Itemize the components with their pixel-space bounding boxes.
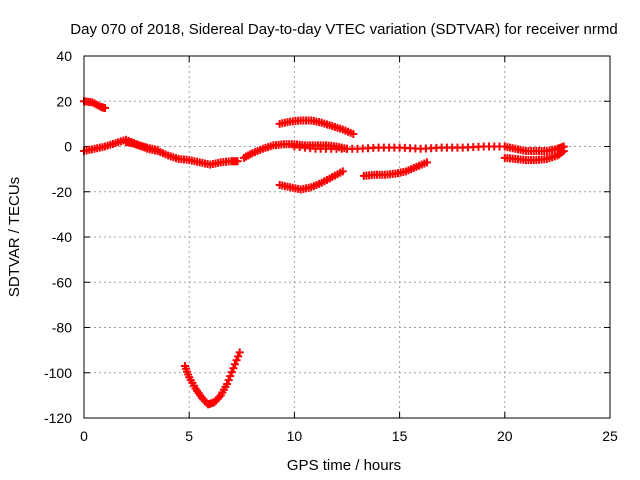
y-tick-label: -100: [44, 365, 72, 381]
grid: [84, 56, 610, 418]
data-point: [422, 158, 431, 167]
data-point: [559, 147, 568, 156]
x-tick-label: 0: [80, 428, 88, 444]
y-tick-label: 20: [56, 93, 72, 109]
data-point: [233, 157, 242, 166]
data-point: [232, 356, 241, 365]
series-arc-8: [275, 167, 347, 194]
plot-frame: [83, 55, 611, 419]
data-point: [349, 130, 358, 139]
y-tick-label: -60: [52, 274, 72, 290]
data-series: [80, 97, 568, 409]
x-tick-label: 5: [185, 428, 193, 444]
series-arc-3: [122, 137, 162, 154]
x-tick-label: 15: [392, 428, 408, 444]
y-tick-label: -20: [52, 184, 72, 200]
data-point: [226, 372, 235, 381]
chart-title: Day 070 of 2018, Sidereal Day-to-day VTE…: [70, 21, 617, 38]
series-arc-5: [239, 140, 351, 162]
data-point: [101, 104, 110, 113]
series-arc-4: [180, 348, 244, 409]
data-point: [224, 376, 233, 385]
y-tick-label: 0: [64, 139, 72, 155]
data-point: [230, 360, 239, 369]
x-axis-label: GPS time / hours: [287, 457, 401, 474]
data-point: [235, 348, 244, 357]
y-axis-ticks: -120 -100 -80 -60 -40 -20 0 20 40: [44, 48, 610, 426]
series-arc-2: [80, 135, 242, 169]
y-tick-label: 40: [56, 48, 72, 64]
x-axis-ticks: 0 5 10 15 20 25: [80, 56, 618, 444]
y-tick-label: -40: [52, 229, 72, 245]
y-tick-label: -80: [52, 320, 72, 336]
series-arc-6: [290, 142, 568, 156]
data-point: [229, 364, 238, 373]
x-tick-label: 20: [497, 428, 513, 444]
series-arc-9: [359, 158, 431, 180]
data-point: [234, 352, 243, 361]
x-tick-label: 10: [287, 428, 303, 444]
series-arc-10: [500, 147, 568, 165]
series-arc-7: [275, 116, 358, 139]
data-point: [227, 368, 236, 377]
y-axis-label: SDTVAR / TECUs: [6, 177, 23, 297]
data-point: [153, 145, 162, 154]
data-point: [223, 380, 232, 389]
data-point: [338, 167, 347, 176]
x-tick-label: 25: [602, 428, 618, 444]
y-tick-label: -120: [44, 410, 72, 426]
data-point: [558, 148, 567, 157]
